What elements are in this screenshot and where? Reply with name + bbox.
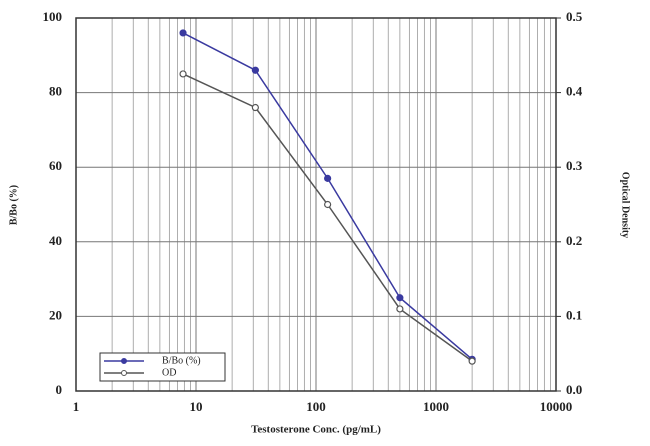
data-point [251,66,259,74]
y-tick-label: 60 [49,158,62,173]
y2-tick-label: 0.4 [566,84,583,99]
data-point [179,29,187,37]
legend-marker [121,370,127,376]
data-point [324,174,332,182]
y-tick-label: 0 [56,382,63,397]
data-point [396,294,404,302]
y-axis-label: B/Bo (%) [8,185,19,225]
y2-tick-label: 0.5 [566,9,583,24]
y-tick-label: 40 [49,233,62,248]
data-point [179,70,187,78]
x-axis-label: Testosterone Conc. (pg/mL) [251,424,381,436]
y2-tick-label: 0.3 [566,158,583,173]
legend-label: B/Bo (%) [162,355,201,366]
plot-frame [75,17,557,392]
x-tick-label: 100 [306,399,326,414]
x-tick-label: 10 [190,399,203,414]
legend-label: OD [162,367,176,378]
y2-tick-label: 0.2 [566,233,582,248]
y2-tick-label: 0.1 [566,307,582,322]
y2-tick-label: 0.0 [566,382,582,397]
data-point [468,357,476,365]
data-point [324,200,332,209]
data-point [251,103,259,112]
series-line [182,73,473,362]
data-point [396,305,404,313]
y-tick-label: 100 [43,9,63,24]
y2-axis-label: Optical Density [620,172,631,238]
series-line [182,32,473,360]
x-tick-label: 1 [73,399,80,414]
x-tick-label: 10000 [540,399,573,414]
x-tick-label: 1000 [423,399,449,414]
legend-marker [121,358,127,364]
legend-box [99,352,226,382]
y-tick-label: 80 [49,84,62,99]
y-tick-label: 20 [49,307,62,322]
